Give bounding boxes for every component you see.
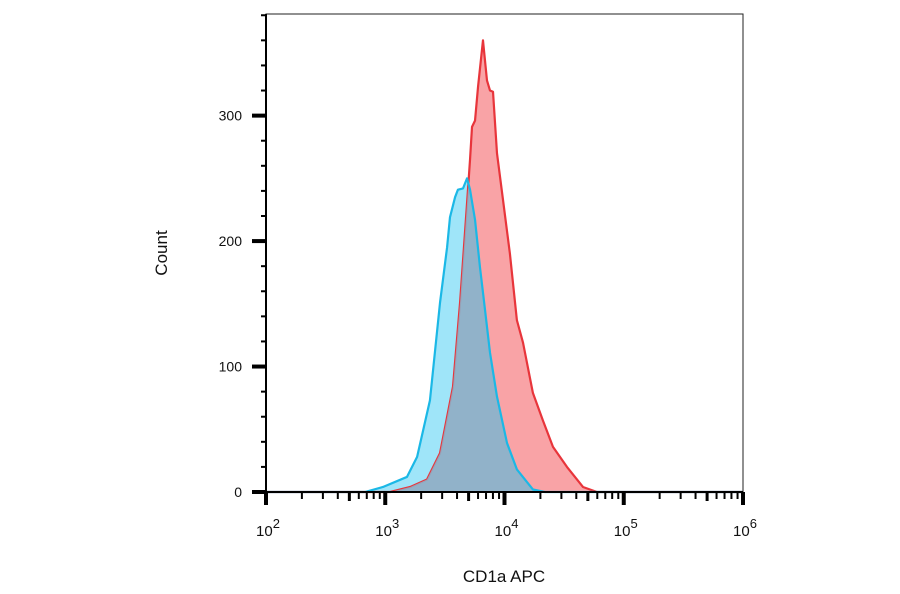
x-axis-label: CD1a APC: [463, 567, 545, 586]
y-axis-label: Count: [152, 230, 171, 276]
x-tick-label: 103: [375, 516, 399, 540]
series-red-fill: [390, 40, 598, 492]
y-tick-label: 0: [234, 484, 242, 500]
series-blue-line: [266, 177, 743, 494]
x-tick-label: 105: [614, 516, 638, 540]
x-tick-label: 102: [256, 516, 280, 540]
y-tick-label: 100: [219, 359, 243, 375]
x-tick-label: 106: [733, 516, 757, 540]
y-tick-label: 200: [219, 233, 243, 249]
overlap-fill: [364, 184, 598, 493]
x-tick-label: 104: [495, 516, 519, 540]
y-tick-label: 300: [219, 108, 243, 124]
